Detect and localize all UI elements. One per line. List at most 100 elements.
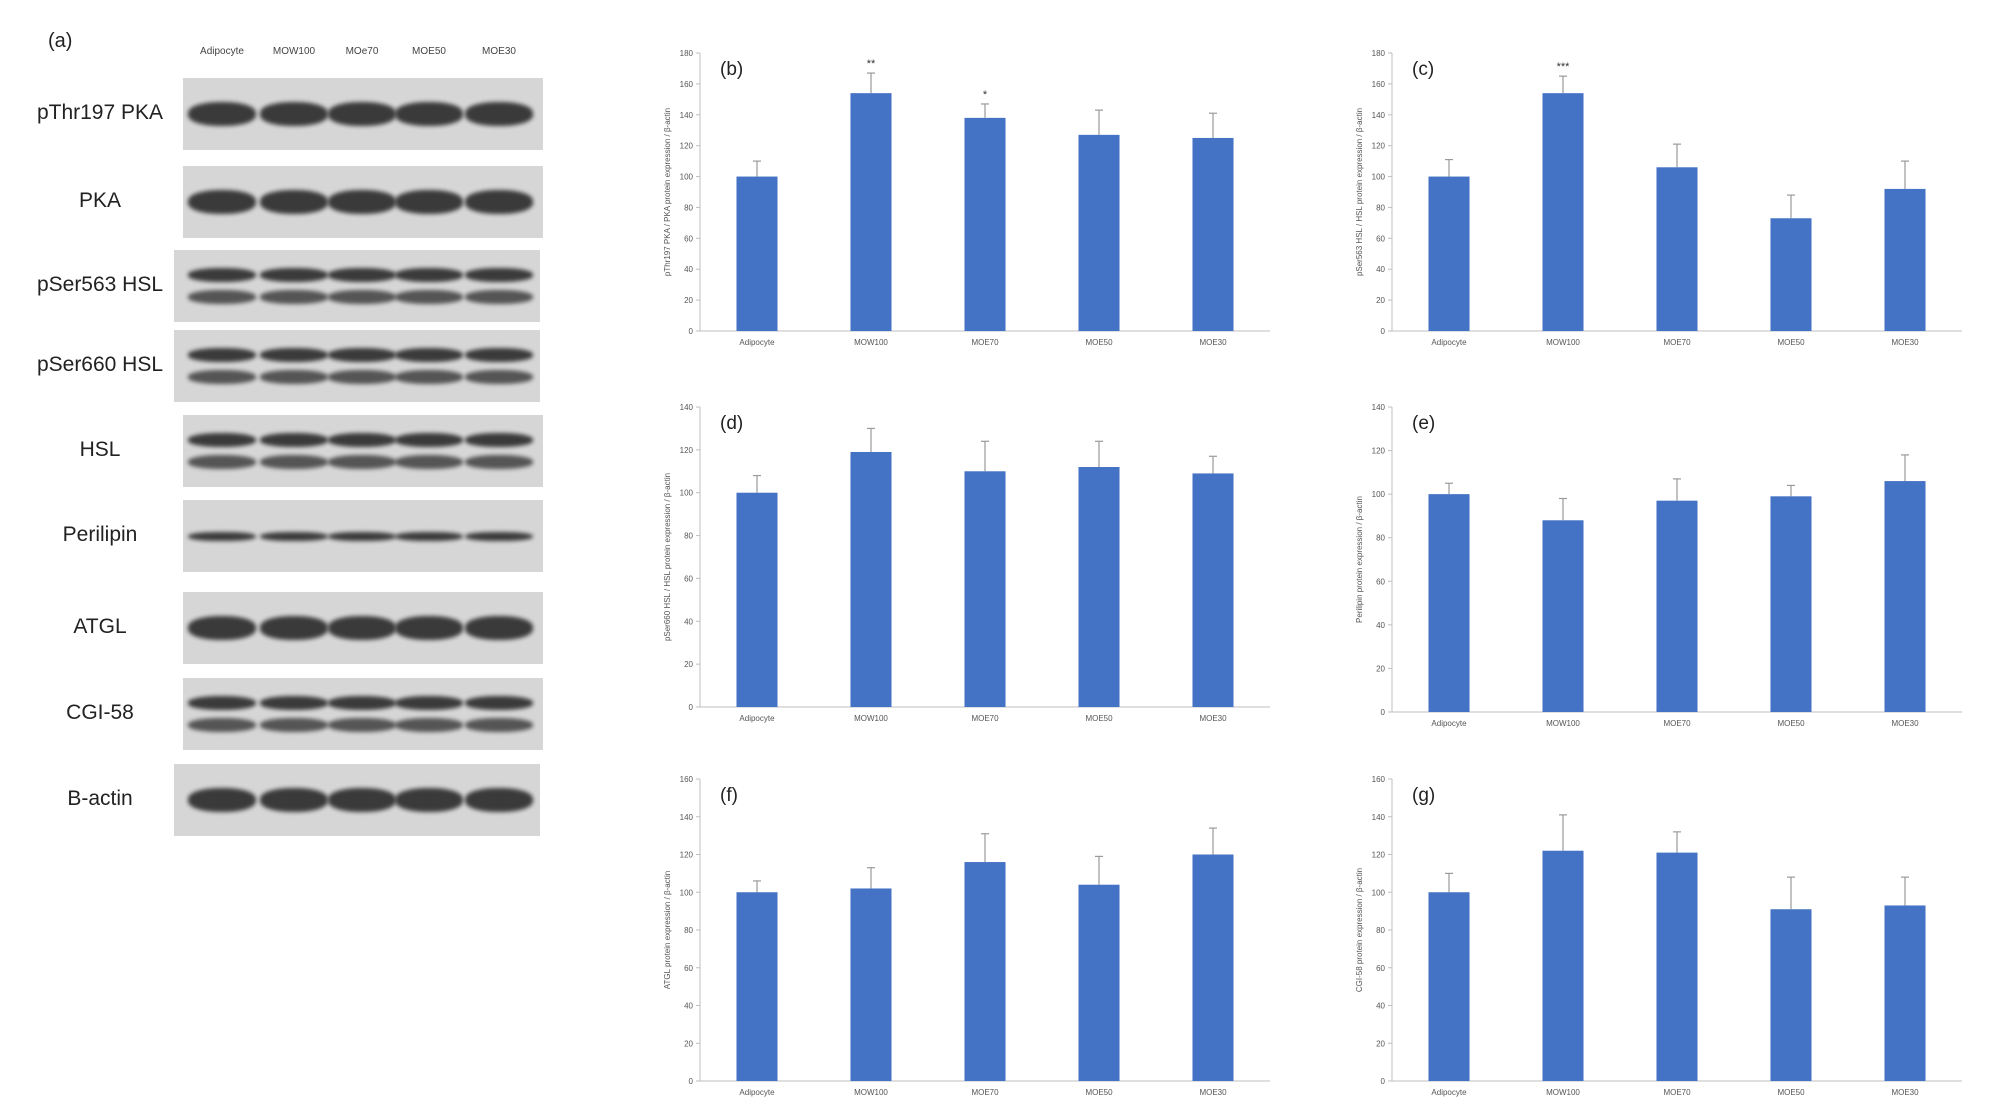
bar <box>1770 909 1812 1081</box>
blot-band <box>328 290 396 304</box>
y-tick-label: 40 <box>684 265 693 274</box>
blot-row-label: pSer563 HSL <box>36 273 164 296</box>
blot-band <box>260 102 328 126</box>
blot-strip <box>183 415 543 487</box>
bar <box>1770 218 1812 331</box>
bar <box>736 492 778 707</box>
blot-band <box>395 531 463 541</box>
blot-row-label: pSer660 HSL <box>36 353 164 376</box>
y-tick-label: 40 <box>1376 1002 1385 1011</box>
y-tick-label: 160 <box>680 80 694 89</box>
x-tick-label: MOE30 <box>1891 338 1919 347</box>
y-tick-label: 100 <box>1372 490 1386 499</box>
blot-band <box>465 290 533 304</box>
y-tick-label: 100 <box>680 888 694 897</box>
x-tick-label: MOW100 <box>1546 338 1580 347</box>
blot-strip <box>174 250 540 322</box>
blot-band <box>328 788 396 812</box>
blot-band <box>260 616 328 640</box>
lane-label: MOe70 <box>345 46 379 57</box>
blot-band <box>395 718 463 732</box>
y-tick-label: 140 <box>680 813 694 822</box>
bar <box>1428 176 1470 331</box>
bar <box>1884 481 1926 712</box>
blot-band <box>395 788 463 812</box>
y-tick-label: 140 <box>1372 403 1386 412</box>
lane-label: MOW100 <box>272 46 316 57</box>
blot-band <box>395 616 463 640</box>
y-tick-label: 40 <box>1376 621 1385 630</box>
y-tick-label: 120 <box>1372 142 1386 151</box>
x-tick-label: MOE70 <box>971 714 999 723</box>
y-axis-label: ATGL protein expression / β-actin <box>663 871 672 989</box>
y-tick-label: 180 <box>1372 49 1386 58</box>
blot-band <box>260 696 328 710</box>
blot-band <box>465 370 533 384</box>
y-axis-label: Perilipin protein expression / β-actin <box>1355 496 1364 623</box>
blot-band <box>465 788 533 812</box>
y-tick-label: 60 <box>684 964 693 973</box>
bar <box>1192 473 1234 707</box>
blot-row-label: pThr197 PKA <box>36 101 164 124</box>
bar <box>1884 905 1926 1081</box>
significance-label: ** <box>867 58 876 70</box>
x-tick-label: MOE70 <box>971 1088 999 1097</box>
blot-row-label: PKA <box>78 189 122 212</box>
x-tick-label: MOE70 <box>971 338 999 347</box>
y-tick-label: 80 <box>684 203 693 212</box>
western-blot-panel: (a) Adipocyte MOW100 MOe70 MOE50 MOE30 pThr1… <box>0 0 560 1120</box>
y-tick-label: 20 <box>1376 1039 1385 1048</box>
y-axis-label: pThr197 PKA / PKA protein expression / β… <box>663 108 672 276</box>
x-tick-label: Adipocyte <box>739 1088 775 1097</box>
bar <box>850 93 892 332</box>
blot-band <box>188 290 256 304</box>
x-tick-label: MOW100 <box>854 1088 888 1097</box>
bar <box>736 892 778 1081</box>
y-tick-label: 60 <box>1376 234 1385 243</box>
bar <box>1656 852 1698 1081</box>
blot-band <box>260 788 328 812</box>
blot-band <box>188 102 256 126</box>
y-tick-label: 80 <box>1376 926 1385 935</box>
blot-band <box>465 102 533 126</box>
blot-strip <box>183 500 543 572</box>
y-tick-label: 140 <box>680 111 694 120</box>
y-tick-label: 120 <box>680 851 694 860</box>
y-tick-label: 180 <box>680 49 694 58</box>
bar-chart: 0 20 40 60 80 100 120 140 Perilipin protein expr… <box>1355 403 1962 728</box>
blot-band <box>328 455 396 469</box>
blot-band <box>188 788 256 812</box>
x-tick-label: MOE30 <box>1199 338 1227 347</box>
blot-band <box>260 370 328 384</box>
y-tick-label: 20 <box>684 1039 693 1048</box>
blot-strip <box>183 78 543 150</box>
y-tick-label: 20 <box>1376 296 1385 305</box>
blot-band <box>465 531 533 541</box>
x-tick-label: Adipocyte <box>739 714 775 723</box>
y-tick-label: 0 <box>1381 1077 1386 1086</box>
blot-band <box>328 531 396 541</box>
y-tick-label: 160 <box>1372 80 1386 89</box>
bar <box>1192 137 1234 331</box>
bar <box>1078 467 1120 707</box>
bar <box>1884 188 1926 331</box>
blot-band <box>188 433 256 447</box>
y-tick-label: 0 <box>689 1077 694 1086</box>
significance-label: * <box>983 89 988 101</box>
panel-label: (e) <box>1412 413 1435 434</box>
x-tick-label: MOE50 <box>1777 719 1805 728</box>
y-tick-label: 100 <box>680 173 694 182</box>
y-axis-label: CGI-58 protein expression / β-actin <box>1355 868 1364 992</box>
x-tick-label: MOE50 <box>1085 1088 1113 1097</box>
y-tick-label: 0 <box>689 327 694 336</box>
panel-label: (b) <box>720 59 743 80</box>
x-tick-label: Adipocyte <box>1431 719 1467 728</box>
lane-label: MOE30 <box>482 46 516 57</box>
panel-label: (g) <box>1412 785 1435 806</box>
blot-band <box>260 348 328 362</box>
blot-strip <box>183 592 543 664</box>
blot-band <box>465 433 533 447</box>
y-tick-label: 160 <box>1372 775 1386 784</box>
blot-band <box>465 718 533 732</box>
y-tick-label: 20 <box>684 660 693 669</box>
